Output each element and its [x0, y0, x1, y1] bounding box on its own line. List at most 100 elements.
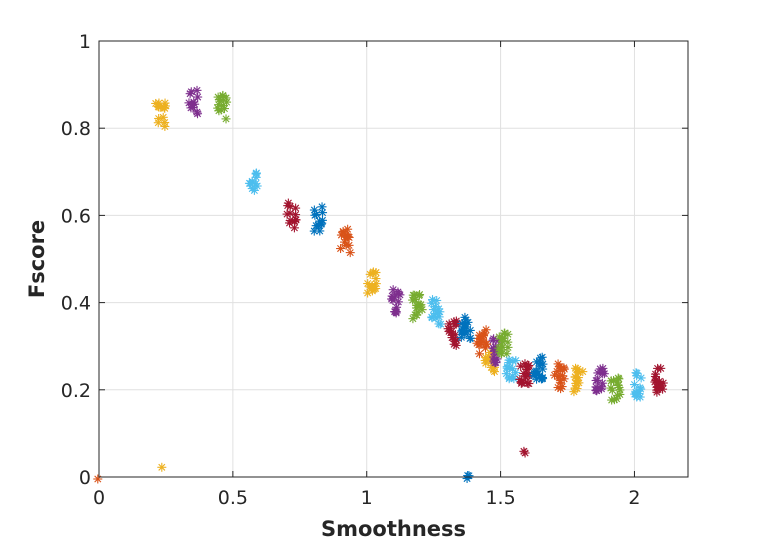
data-point — [502, 363, 512, 373]
data-point — [448, 333, 458, 343]
data-point — [606, 376, 616, 386]
plot-area-border — [98, 40, 689, 478]
data-point — [251, 179, 261, 189]
data-point — [185, 89, 195, 99]
data-point — [282, 209, 292, 219]
data-point — [570, 372, 580, 382]
data-point — [537, 373, 547, 383]
data-point — [524, 379, 534, 389]
data-point — [345, 248, 355, 258]
data-point — [449, 317, 459, 327]
data-point — [481, 339, 491, 349]
data-point — [593, 384, 603, 394]
data-point — [221, 93, 231, 103]
data-point — [656, 363, 666, 373]
y-tick-label: 0.4 — [61, 293, 91, 315]
data-point — [341, 240, 351, 250]
data-point — [472, 338, 482, 348]
data-point — [572, 384, 582, 394]
data-point — [157, 462, 167, 472]
data-point — [434, 304, 444, 314]
data-point — [93, 474, 103, 484]
data-point — [552, 366, 562, 376]
data-point — [516, 361, 526, 371]
data-point — [532, 374, 542, 384]
data-point — [363, 288, 373, 298]
data-point — [606, 383, 616, 393]
data-point — [508, 356, 518, 366]
x-tick-label: 0 — [93, 487, 105, 509]
data-point — [285, 216, 295, 226]
x-tick-label: 1.5 — [485, 487, 515, 509]
data-point — [309, 205, 319, 215]
data-point — [408, 290, 418, 300]
data-point — [535, 357, 545, 367]
data-point — [216, 96, 226, 106]
x-axis-label: Smoothness — [321, 517, 466, 541]
y-tick-label: 0.6 — [61, 205, 91, 227]
data-point — [574, 378, 584, 388]
data-point — [413, 307, 423, 317]
data-point — [251, 168, 261, 178]
data-point — [336, 244, 346, 254]
data-point — [160, 103, 170, 113]
data-point — [416, 300, 426, 310]
data-point — [315, 216, 325, 226]
axis-ticks: 0 0.5 1 1.5 2 0 0.2 0.4 0.6 0.8 1 — [61, 31, 688, 509]
data-point — [504, 374, 514, 384]
data-point — [283, 198, 293, 208]
data-point — [184, 98, 194, 108]
data-point — [459, 326, 469, 336]
data-point — [154, 113, 164, 123]
data-point — [317, 202, 327, 212]
data-point — [629, 380, 639, 390]
data-point — [464, 471, 474, 481]
data-point — [478, 331, 488, 341]
data-point — [632, 368, 642, 378]
data-point — [461, 315, 471, 325]
data-point — [192, 107, 202, 117]
data-point — [653, 382, 663, 392]
data-points — [93, 85, 668, 484]
y-axis-label: Fscore — [25, 220, 49, 298]
data-point — [530, 367, 540, 377]
data-point — [216, 105, 226, 115]
data-point — [390, 307, 400, 317]
data-point — [598, 363, 608, 373]
data-point — [524, 360, 534, 370]
x-tick-label: 2 — [628, 487, 640, 509]
data-point — [488, 343, 498, 353]
data-point — [481, 358, 491, 368]
data-point — [597, 378, 607, 388]
data-point — [555, 362, 565, 372]
data-point — [428, 295, 438, 305]
y-tick-label: 1 — [79, 31, 91, 53]
data-point — [495, 345, 505, 355]
data-point — [368, 268, 378, 278]
data-point — [369, 284, 379, 294]
data-point — [615, 389, 625, 399]
data-point — [511, 368, 521, 378]
data-point — [318, 208, 328, 218]
data-point — [244, 178, 254, 188]
data-point — [343, 232, 353, 242]
data-point — [291, 210, 301, 220]
data-point — [193, 92, 203, 102]
data-point — [491, 357, 501, 367]
data-point — [343, 224, 353, 234]
data-point — [387, 291, 397, 301]
data-point — [451, 340, 461, 350]
data-point — [444, 326, 454, 336]
data-point — [427, 312, 437, 322]
data-point — [466, 333, 476, 343]
data-point — [578, 367, 588, 377]
data-point — [436, 319, 446, 329]
data-point — [393, 297, 403, 307]
y-tick-label: 0 — [79, 467, 91, 489]
data-point — [221, 114, 231, 124]
data-point — [538, 364, 548, 374]
x-tick-label: 0.5 — [218, 487, 248, 509]
data-point — [515, 374, 525, 384]
